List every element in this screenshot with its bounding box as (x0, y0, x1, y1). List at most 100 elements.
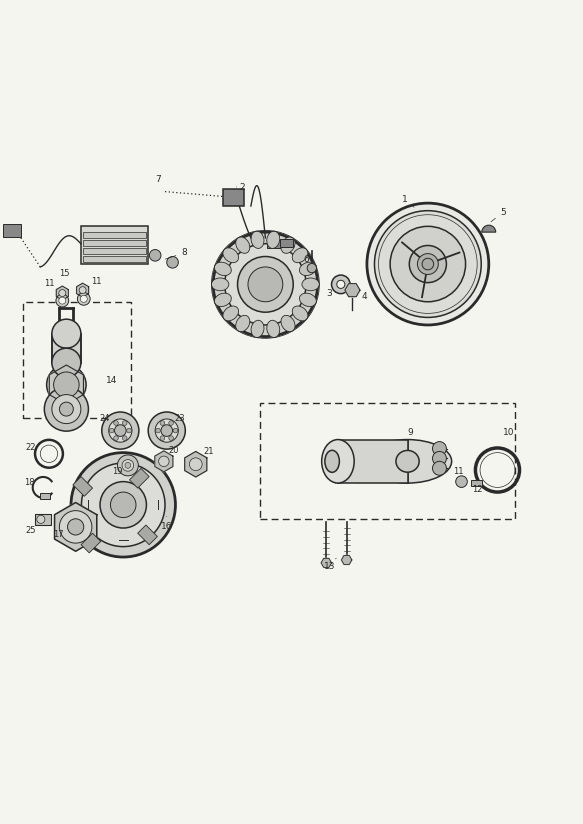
Ellipse shape (236, 237, 250, 253)
Circle shape (78, 293, 90, 305)
Circle shape (160, 421, 165, 425)
Ellipse shape (325, 450, 339, 472)
Circle shape (409, 246, 447, 283)
Circle shape (332, 275, 350, 293)
Circle shape (100, 481, 146, 528)
Bar (338, 439, 408, 483)
Bar (35, 513, 51, 525)
Text: 4: 4 (361, 293, 367, 302)
Circle shape (307, 264, 317, 273)
Circle shape (71, 452, 175, 557)
Bar (2, 224, 21, 236)
Circle shape (237, 256, 293, 312)
Circle shape (161, 424, 173, 437)
Circle shape (59, 297, 66, 304)
Circle shape (480, 452, 515, 488)
Bar (83, 240, 146, 246)
Circle shape (169, 421, 173, 425)
Circle shape (433, 461, 447, 475)
Text: 10: 10 (503, 428, 515, 438)
Ellipse shape (215, 293, 231, 307)
Circle shape (337, 280, 345, 288)
Ellipse shape (251, 232, 264, 248)
Circle shape (127, 428, 131, 433)
Text: 7: 7 (155, 175, 161, 184)
Text: 2: 2 (236, 184, 245, 192)
Text: 24: 24 (100, 414, 110, 424)
Bar (83, 248, 146, 254)
Circle shape (40, 445, 58, 462)
Circle shape (225, 244, 306, 325)
Circle shape (213, 232, 318, 336)
Bar (280, 238, 293, 246)
Circle shape (122, 460, 134, 471)
Circle shape (125, 462, 131, 468)
Text: 23: 23 (175, 414, 185, 424)
Bar (83, 256, 146, 262)
Text: 8: 8 (166, 248, 187, 259)
Circle shape (122, 421, 127, 425)
Bar (83, 232, 146, 238)
Circle shape (56, 294, 69, 307)
Circle shape (156, 428, 160, 433)
Polygon shape (50, 365, 83, 405)
Circle shape (47, 365, 86, 405)
Circle shape (37, 515, 45, 523)
Circle shape (102, 412, 139, 449)
Circle shape (169, 436, 173, 440)
Circle shape (54, 372, 79, 397)
Circle shape (248, 267, 283, 302)
Text: 11: 11 (44, 279, 54, 288)
Ellipse shape (251, 321, 264, 338)
Circle shape (155, 419, 178, 442)
Text: 21: 21 (204, 447, 215, 456)
Bar (23, 302, 131, 418)
Ellipse shape (292, 306, 308, 321)
Text: 5: 5 (491, 208, 506, 222)
Bar (267, 240, 281, 248)
Circle shape (117, 455, 138, 475)
Ellipse shape (215, 262, 231, 275)
Polygon shape (155, 451, 173, 472)
Circle shape (390, 227, 466, 302)
Ellipse shape (300, 293, 317, 307)
Circle shape (59, 511, 92, 543)
Circle shape (80, 295, 87, 302)
Bar (81, 533, 101, 553)
Circle shape (114, 436, 118, 440)
Text: 12: 12 (472, 485, 482, 494)
Polygon shape (321, 559, 332, 568)
Text: 22: 22 (25, 442, 36, 452)
Bar (81, 227, 147, 264)
Circle shape (417, 254, 438, 274)
Ellipse shape (302, 278, 319, 291)
Polygon shape (185, 452, 207, 477)
Circle shape (52, 319, 81, 349)
Text: 14: 14 (106, 376, 117, 385)
Circle shape (59, 402, 73, 416)
Circle shape (422, 258, 434, 269)
Circle shape (59, 289, 66, 297)
Circle shape (52, 349, 81, 377)
Text: 13: 13 (324, 558, 336, 571)
Ellipse shape (267, 321, 280, 338)
Circle shape (433, 452, 447, 466)
Circle shape (189, 458, 202, 471)
Bar (52, 334, 81, 363)
Bar (259, 403, 515, 519)
Ellipse shape (223, 306, 238, 321)
Circle shape (68, 519, 84, 535)
Ellipse shape (236, 316, 250, 332)
Text: 15: 15 (59, 269, 69, 278)
Circle shape (44, 387, 89, 431)
Text: 6: 6 (303, 255, 309, 265)
Bar (223, 189, 244, 206)
Ellipse shape (363, 439, 452, 483)
Text: 11: 11 (454, 467, 464, 476)
Ellipse shape (396, 451, 419, 472)
Circle shape (114, 421, 118, 425)
Text: 16: 16 (161, 517, 173, 531)
Bar (129, 468, 149, 488)
Text: 17: 17 (53, 531, 64, 540)
Bar (73, 476, 93, 496)
